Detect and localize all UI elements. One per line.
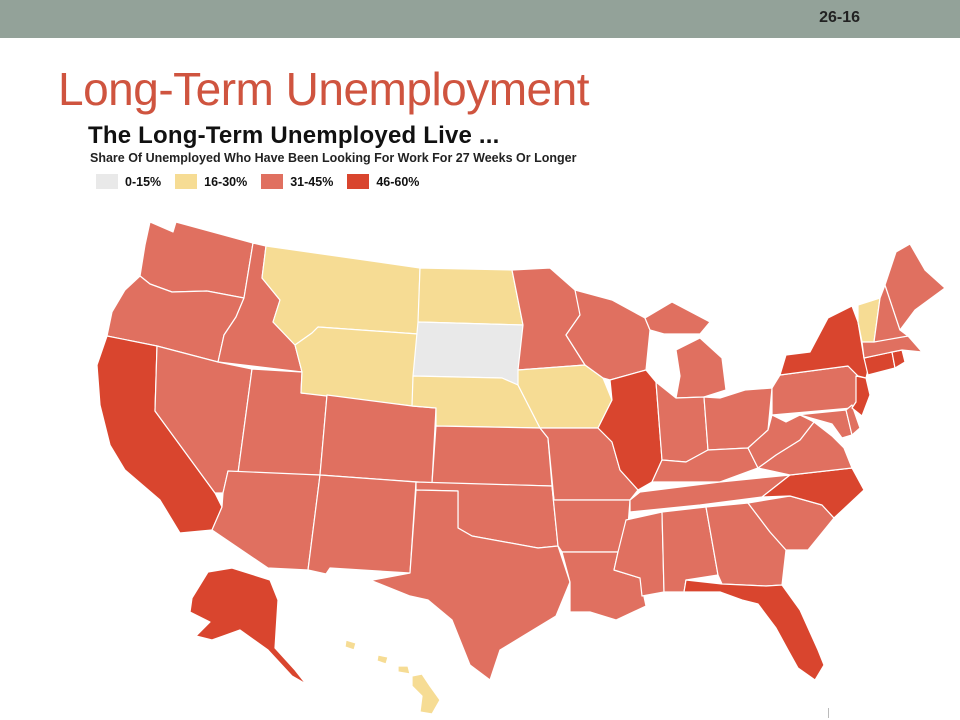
legend-swatch — [347, 174, 370, 189]
legend-label: 31-45% — [290, 174, 334, 189]
state-ri — [891, 349, 906, 369]
state-co — [319, 394, 437, 484]
state-hi — [344, 639, 441, 715]
state-vt — [857, 297, 881, 343]
state-de — [845, 404, 861, 436]
legend-label: 0-15% — [125, 174, 162, 189]
legend-swatch — [261, 174, 284, 189]
slide-title: Long-Term Unemployment — [58, 63, 590, 115]
slide-number: 26-16 — [819, 9, 860, 26]
state-nm — [307, 474, 417, 575]
state-fl — [683, 579, 825, 681]
map-subtitle: Share Of Unemployed Who Have Been Lookin… — [90, 151, 577, 165]
state-wv — [747, 414, 815, 469]
top-bar — [0, 0, 960, 38]
state-nd — [417, 267, 524, 326]
legend-label: 16-30% — [204, 174, 248, 189]
state-il — [597, 369, 663, 491]
map-legend: 0-15% 16-30% 31-45% 46-60% — [96, 174, 419, 189]
state-tx — [351, 489, 571, 681]
state-az — [211, 470, 321, 571]
legend-item-16-30: 16-30% — [175, 174, 247, 189]
state-sd — [412, 321, 524, 386]
state-nh — [873, 284, 909, 343]
legend-swatch — [175, 174, 198, 189]
state-me — [884, 243, 946, 331]
state-ky — [651, 447, 759, 483]
legend-item-46-60: 46-60% — [347, 174, 419, 189]
legend-swatch — [96, 174, 118, 189]
state-mi — [644, 301, 727, 399]
map-title: The Long-Term Unemployed Live ... — [88, 122, 500, 149]
state-ks — [431, 425, 553, 487]
state-ak — [189, 567, 307, 685]
legend-item-31-45: 31-45% — [261, 174, 333, 189]
state-wy — [294, 326, 419, 407]
divider-tick — [828, 708, 829, 718]
legend-item-0-15: 0-15% — [96, 174, 161, 189]
state-ny — [779, 305, 869, 379]
legend-label: 46-60% — [376, 174, 420, 189]
